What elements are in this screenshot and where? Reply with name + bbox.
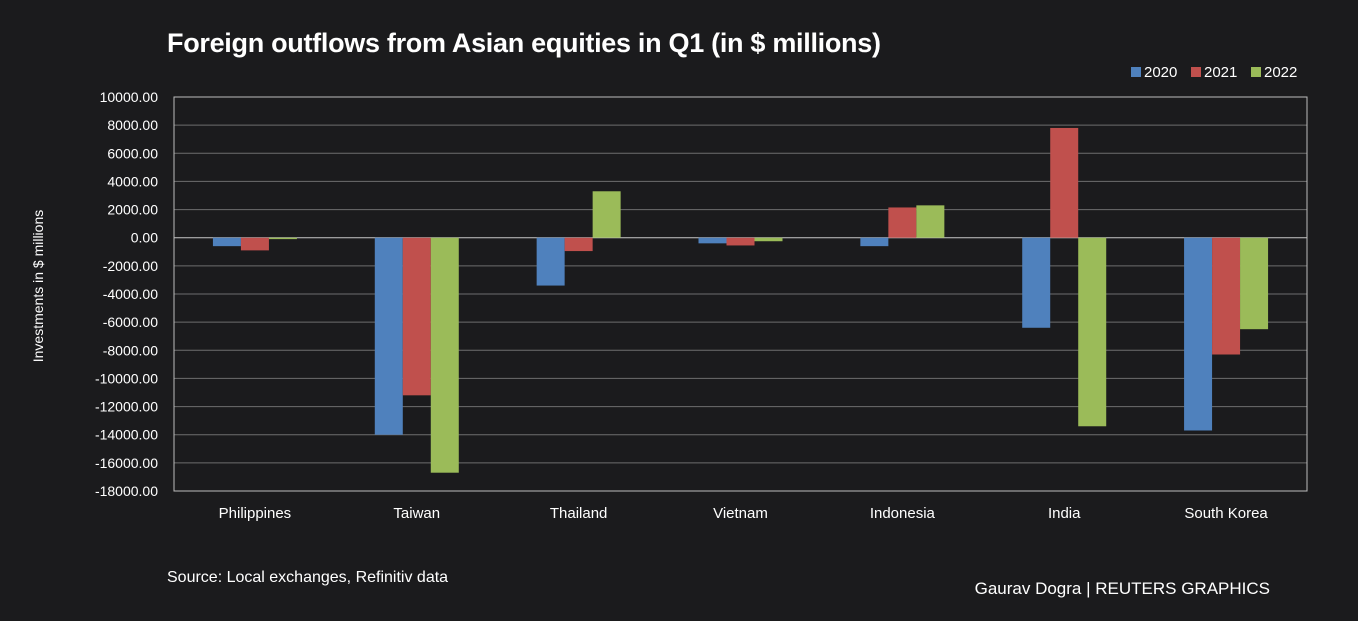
bar-2020-taiwan [374, 237, 403, 435]
x-tick-label: Thailand [550, 505, 608, 522]
credit-note: Gaurav Dogra | REUTERS GRAPHICS [974, 579, 1270, 598]
gridlines [174, 96, 1307, 492]
bar-2021-india [1050, 127, 1079, 238]
y-tick-label: 8000.00 [107, 117, 158, 133]
y-tick-label: -16000.00 [95, 455, 158, 471]
legend-swatch [1251, 67, 1261, 77]
x-tick-label: Indonesia [870, 505, 936, 522]
bar-2020-thailand [536, 237, 565, 286]
legend-swatch [1191, 67, 1201, 77]
bar-2021-thailand [564, 237, 593, 252]
bar-2022-india [1078, 237, 1107, 427]
y-tick-label: -2000.00 [103, 258, 158, 274]
y-tick-label: 4000.00 [107, 173, 158, 189]
y-tick-label: -18000.00 [95, 483, 158, 499]
y-tick-label: 6000.00 [107, 145, 158, 161]
legend-label: 2020 [1144, 64, 1177, 81]
x-tick-label: Taiwan [393, 505, 440, 522]
legend-swatch [1131, 67, 1141, 77]
y-tick-label: 10000.00 [100, 89, 159, 105]
bar-2022-south-korea [1240, 237, 1269, 330]
bar-2022-thailand [592, 191, 621, 238]
bar-2021-philippines [240, 237, 269, 251]
bar-2022-indonesia [916, 205, 945, 238]
y-tick-label: -12000.00 [95, 399, 158, 415]
source-note: Source: Local exchanges, Refinitiv data [167, 569, 449, 586]
bar-2020-indonesia [860, 237, 889, 247]
bar-2022-philippines [268, 237, 297, 240]
x-tick-label: Vietnam [713, 505, 768, 522]
plot-frame [173, 96, 1308, 492]
y-tick-label: -4000.00 [103, 286, 158, 302]
y-tick-label: -10000.00 [95, 370, 158, 386]
y-tick-label: -6000.00 [103, 314, 158, 330]
bar-2021-vietnam [726, 237, 755, 246]
y-tick-label: 2000.00 [107, 202, 158, 218]
legend: 2020 2021 2022 [1131, 64, 1297, 81]
chart-title: Foreign outflows from Asian equities in … [167, 28, 881, 58]
bars [212, 127, 1269, 473]
bar-2020-philippines [212, 237, 241, 247]
legend-label: 2022 [1264, 64, 1297, 81]
y-tick-label: -14000.00 [95, 427, 158, 443]
x-tick-label: South Korea [1184, 505, 1268, 522]
bar-2020-vietnam [698, 237, 727, 244]
bar-2022-taiwan [430, 237, 459, 473]
bar-2020-india [1022, 237, 1051, 328]
x-tick-label: Philippines [219, 505, 292, 522]
y-tick-label: -8000.00 [103, 342, 158, 358]
y-tick-labels: 10000.00 8000.00 6000.00 4000.00 2000.00 0.00… [95, 89, 158, 499]
bar-2021-south-korea [1212, 237, 1241, 355]
legend-label: 2021 [1204, 64, 1237, 81]
x-tick-labels: Philippines Taiwan Thailand Vietnam Indonesi… [219, 505, 1269, 522]
bar-2021-taiwan [402, 237, 431, 396]
x-tick-label: India [1048, 505, 1081, 522]
bar-2020-south-korea [1184, 237, 1213, 431]
y-tick-label: 0.00 [131, 230, 158, 246]
bar-2022-vietnam [754, 237, 783, 242]
bar-2021-indonesia [888, 207, 917, 238]
